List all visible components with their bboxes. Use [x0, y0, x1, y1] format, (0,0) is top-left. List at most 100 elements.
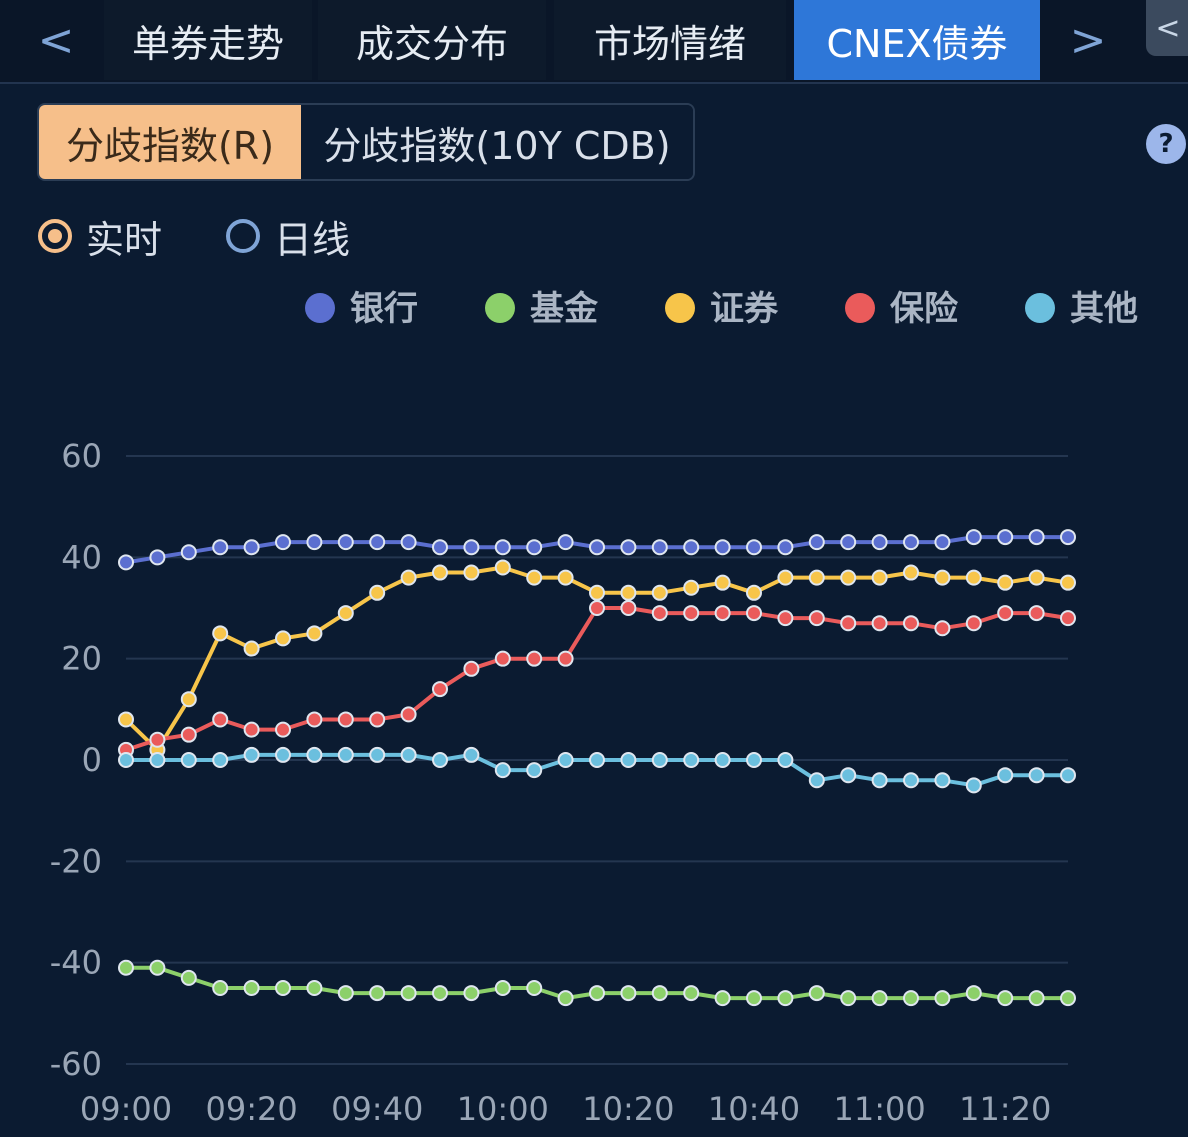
data-point: [997, 574, 1014, 591]
y-tick-label: 20: [61, 640, 102, 678]
data-point: [432, 564, 448, 581]
data-point: [1060, 767, 1076, 784]
divergence-line-chart: 60 40 20 0 -20 -40 -60 09:00 09:20 09:40 10:00 10:2…: [50, 289, 1138, 1128]
data-point: [746, 539, 762, 556]
data-point: [965, 569, 982, 586]
data-point: [369, 584, 386, 601]
data-point: [306, 711, 323, 728]
data-point: [589, 584, 605, 601]
data-point: [180, 691, 197, 708]
radio-checked-icon: [38, 219, 72, 253]
data-point: [432, 985, 448, 1002]
data-point: [934, 569, 951, 586]
segment-divergence-10y-cdb[interactable]: 分歧指数(10Y CDB): [301, 105, 693, 179]
data-point: [903, 615, 919, 632]
data-point: [965, 985, 982, 1002]
radio-daily-label: 日线: [274, 217, 351, 262]
data-point: [149, 549, 166, 566]
data-point: [746, 605, 762, 622]
x-tick-label: 09:20: [205, 1090, 297, 1128]
data-point: [306, 980, 323, 996]
data-point: [903, 564, 919, 581]
data-point: [275, 721, 291, 738]
data-point: [306, 746, 323, 763]
segment-divergence-r[interactable]: 分歧指数(R): [39, 105, 301, 179]
chevron-left-icon[interactable]: <: [37, 14, 75, 66]
tab-cnex-bond[interactable]: CNEX债券: [794, 0, 1040, 80]
data-point: [1028, 605, 1045, 622]
tab-bond-trend[interactable]: 单券走势: [104, 0, 312, 80]
data-point: [808, 985, 825, 1002]
collapse-panel-button[interactable]: <: [1146, 0, 1188, 56]
data-point: [243, 721, 260, 738]
data-point: [746, 752, 762, 768]
data-point: [400, 569, 417, 586]
legend-marker: [485, 293, 515, 323]
data-point: [275, 630, 291, 647]
data-point: [212, 980, 229, 996]
data-point: [840, 615, 857, 632]
data-point: [557, 534, 574, 551]
data-point: [337, 711, 354, 728]
data-point: [589, 600, 605, 616]
data-point: [997, 767, 1014, 784]
help-icon[interactable]: ?: [1146, 124, 1186, 164]
data-point: [212, 539, 229, 556]
data-point: [965, 615, 982, 632]
tab-trade-distribution[interactable]: 成交分布: [318, 0, 546, 80]
data-point: [965, 777, 982, 794]
data-point: [777, 990, 794, 1007]
data-point: [683, 539, 700, 556]
y-tick-label: 40: [61, 538, 102, 576]
radio-realtime[interactable]: 实时: [38, 212, 162, 262]
data-point: [118, 711, 134, 728]
x-tick-label: 10:20: [582, 1090, 674, 1128]
data-point: [526, 762, 543, 779]
data-point: [243, 539, 260, 556]
data-point: [369, 985, 386, 1002]
data-point: [871, 772, 888, 789]
data-point: [777, 539, 794, 556]
data-point: [463, 746, 480, 763]
tab-market-sentiment[interactable]: 市场情绪: [554, 0, 786, 80]
data-point: [526, 980, 543, 996]
y-tick-label: -60: [50, 1045, 102, 1083]
x-tick-label: 11:20: [959, 1090, 1051, 1128]
data-point: [400, 985, 417, 1002]
data-point: [463, 985, 480, 1002]
data-point: [526, 539, 543, 556]
data-point: [243, 746, 260, 763]
data-point: [903, 534, 919, 551]
data-point: [871, 990, 888, 1007]
data-point: [557, 752, 574, 768]
data-point: [212, 625, 229, 642]
data-point: [620, 752, 637, 768]
data-point: [589, 539, 605, 556]
data-point: [840, 990, 857, 1007]
legend-label: 基金: [530, 289, 599, 329]
chevron-right-icon[interactable]: >: [1069, 14, 1107, 66]
data-point: [243, 980, 260, 996]
data-point: [714, 539, 731, 556]
data-point: [180, 752, 197, 768]
radio-daily[interactable]: 日线: [226, 212, 350, 262]
data-point: [306, 534, 323, 551]
data-point: [1060, 610, 1076, 627]
x-tick-label: 10:40: [708, 1090, 800, 1128]
data-point: [840, 534, 857, 551]
data-point: [526, 650, 543, 667]
data-point: [118, 752, 134, 768]
data-point: [400, 706, 417, 723]
data-point: [997, 529, 1014, 546]
data-point: [589, 985, 605, 1002]
data-point: [934, 620, 951, 637]
data-point: [651, 605, 668, 622]
data-point: [651, 584, 668, 601]
legend-label: 其他: [1070, 289, 1138, 329]
data-point: [212, 752, 229, 768]
data-point: [840, 767, 857, 784]
data-point: [1060, 574, 1076, 591]
radio-realtime-label: 实时: [86, 217, 163, 262]
data-point: [746, 990, 762, 1007]
data-point: [432, 681, 448, 698]
